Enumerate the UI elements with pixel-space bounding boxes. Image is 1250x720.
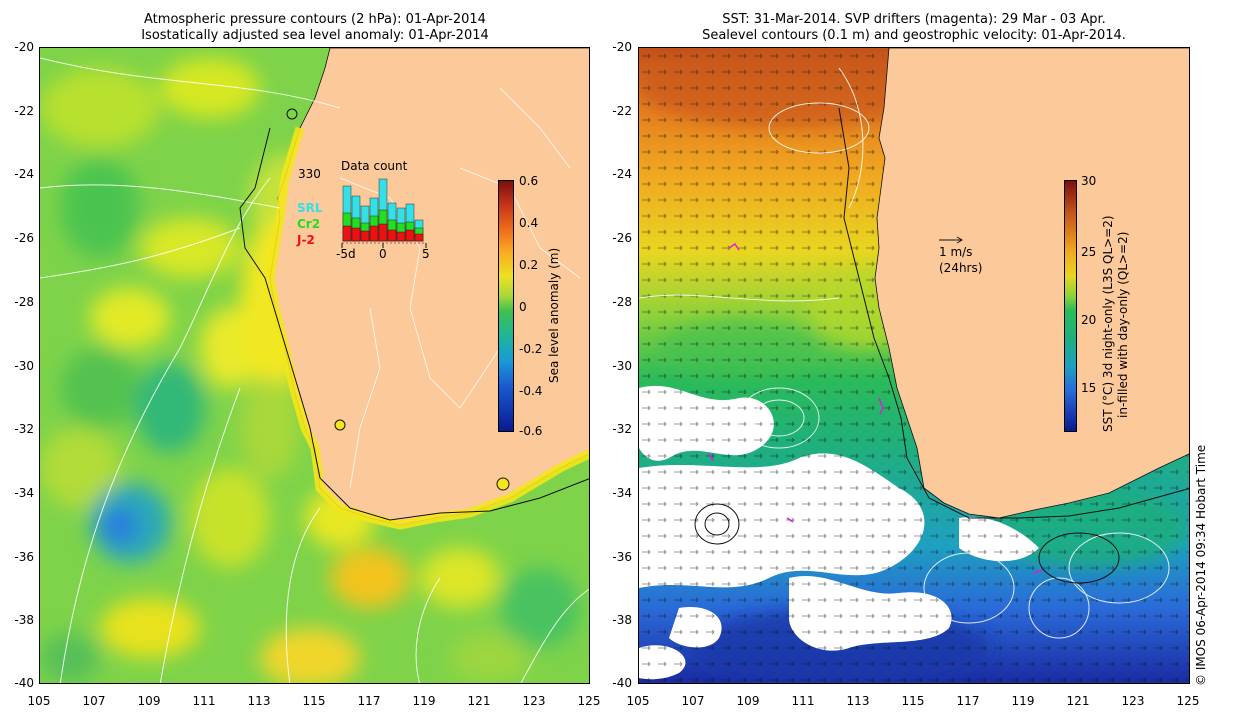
- left-title-line2: Isostatically adjusted sea level anomaly…: [141, 28, 489, 43]
- right-title: SST: 31-Mar-2014. SVP drifters (magenta)…: [638, 12, 1190, 44]
- svp-drifter-tracks: [708, 242, 1043, 574]
- left-xtick: 105: [27, 694, 51, 708]
- pressure-contours: [40, 57, 589, 683]
- data-count-inset: [341, 178, 427, 248]
- right-xtick: 113: [846, 694, 870, 708]
- left-title-line1: Atmospheric pressure contours (2 hPa): 0…: [144, 12, 486, 27]
- inset-legend-j2: J-2: [297, 233, 315, 247]
- right-xtick: 119: [1011, 694, 1035, 708]
- left-xtick: 123: [522, 694, 546, 708]
- coastal-sea-level-band: [265, 126, 589, 530]
- inset-max-label: 330: [298, 167, 321, 181]
- right-ytick: -28: [612, 295, 632, 309]
- left-ytick: -32: [14, 422, 34, 436]
- right-ytick: -32: [612, 422, 632, 436]
- isobath-line: [239, 127, 589, 521]
- isobath-line-right: [838, 107, 1189, 519]
- right-xtick: 109: [736, 694, 760, 708]
- left-xtick: 107: [82, 694, 106, 708]
- sla-cbar-tick: -0.2: [519, 342, 543, 356]
- left-xtick: 109: [137, 694, 161, 708]
- right-xtick: 121: [1066, 694, 1090, 708]
- left-xtick: 121: [467, 694, 491, 708]
- sealevel-contours: [639, 67, 1170, 639]
- inset-legend-cr2: Cr2: [297, 217, 321, 231]
- left-title: Atmospheric pressure contours (2 hPa): 0…: [40, 12, 590, 44]
- right-ytick: -38: [612, 613, 632, 627]
- right-xtick: 111: [791, 694, 815, 708]
- left-ytick: -34: [14, 486, 34, 500]
- left-ytick: -26: [14, 231, 34, 245]
- right-xtick: 105: [626, 694, 650, 708]
- inset-xtick-neg5d: -5d: [336, 247, 356, 261]
- imos-credit: © IMOS 06-Apr-2014 09:34 Hobart Time: [1194, 444, 1208, 686]
- left-xtick: 117: [357, 694, 381, 708]
- right-ytick: -36: [612, 550, 632, 564]
- sla-cbar-tick: 0.6: [519, 174, 539, 188]
- sla-cbar-tick: 0: [519, 300, 527, 314]
- inset-title: Data count: [341, 159, 408, 173]
- left-xtick: 113: [247, 694, 271, 708]
- scale-arrow-label: 1 m/s: [939, 245, 973, 259]
- sst-colorbar: [1064, 180, 1077, 432]
- right-ytick: -20: [612, 40, 632, 54]
- tide-gauge-marker: [286, 108, 298, 120]
- sst-colorbar-label-line2: in-filled with day-only (QL>=2): [1116, 231, 1130, 418]
- left-ytick: -22: [14, 104, 34, 118]
- sla-cbar-tick: -0.4: [519, 384, 543, 398]
- geostrophic-velocity-vectors: [639, 48, 1189, 683]
- left-ytick: -36: [14, 550, 34, 564]
- right-map-panel: 1 m/s (24hrs): [638, 47, 1190, 684]
- sla-colorbar: [498, 180, 514, 432]
- left-ytick: -38: [14, 613, 34, 627]
- sla-cbar-tick: 0.4: [519, 216, 539, 230]
- sealevel-contours-negative: [694, 503, 1120, 584]
- sst-cbar-tick: 20: [1081, 313, 1097, 327]
- right-title-line2: Sealevel contours (0.1 m) and geostrophi…: [702, 28, 1126, 43]
- sst-cbar-tick: 15: [1081, 381, 1097, 395]
- left-ytick: -30: [14, 359, 34, 373]
- right-xtick: 115: [901, 694, 925, 708]
- sla-cbar-tick: 0.2: [519, 258, 539, 272]
- right-ytick: -34: [612, 486, 632, 500]
- left-xtick: 115: [302, 694, 326, 708]
- right-ytick: -30: [612, 359, 632, 373]
- tide-gauge-marker: [334, 419, 346, 431]
- tide-gauge-marker: [496, 477, 510, 491]
- left-xtick: 119: [412, 694, 436, 708]
- sst-colorbar-label-line1: SST (°C) 3d night-only (L3S QL>=2): [1101, 215, 1115, 432]
- sst-cbar-tick: 30: [1081, 174, 1097, 188]
- right-map-svg: [639, 48, 1189, 683]
- right-ytick: -22: [612, 104, 632, 118]
- right-xtick: 123: [1121, 694, 1145, 708]
- left-ytick: -28: [14, 295, 34, 309]
- left-xtick: 125: [577, 694, 601, 708]
- inset-xtick-0: 0: [379, 247, 387, 261]
- right-ytick: -40: [612, 676, 632, 690]
- land-australia-right: [874, 48, 1189, 519]
- right-xtick: 125: [1176, 694, 1200, 708]
- left-ytick: -24: [14, 167, 34, 181]
- sla-cbar-tick: -0.6: [519, 424, 543, 438]
- left-ytick: -40: [14, 676, 34, 690]
- sst-cbar-tick: 25: [1081, 245, 1097, 259]
- right-title-line1: SST: 31-Mar-2014. SVP drifters (magenta)…: [722, 12, 1106, 27]
- right-ytick: -24: [612, 167, 632, 181]
- right-xtick: 107: [681, 694, 705, 708]
- left-xtick: 111: [192, 694, 216, 708]
- left-ytick: -20: [14, 40, 34, 54]
- scale-arrow-sub: (24hrs): [939, 261, 983, 275]
- sla-colorbar-label: Sea level anomaly (m): [547, 247, 561, 383]
- inset-xtick-5: 5: [422, 247, 430, 261]
- scale-arrow-head: [956, 236, 963, 244]
- inset-legend-srl: SRL: [297, 201, 323, 215]
- right-ytick: -26: [612, 231, 632, 245]
- right-xtick: 117: [956, 694, 980, 708]
